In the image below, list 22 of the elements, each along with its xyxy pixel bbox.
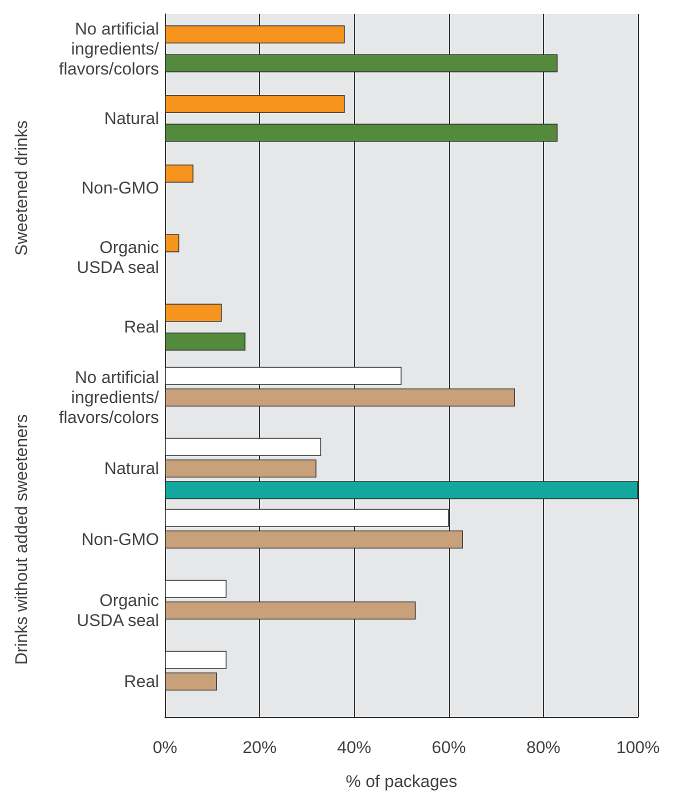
y-tick-label: Non-GMO: [82, 178, 159, 198]
y-axis-title: Drinks without added sweeteners: [12, 414, 31, 665]
y-tick-label: Real: [124, 672, 159, 691]
x-tick-label: 100%: [616, 738, 660, 757]
x-tick-label: 20%: [242, 738, 277, 757]
bar: [165, 580, 226, 598]
x-tick-label: 0%: [152, 738, 178, 757]
y-tick-label: Organic USDA seal: [76, 238, 160, 278]
y-tick-label: No artificial ingredients/flavors/colors: [58, 19, 160, 78]
y-tick-label: Non-GMO: [82, 530, 159, 549]
x-axis-title: % of packages: [346, 772, 458, 791]
bar: [165, 650, 226, 669]
bar: [165, 672, 218, 690]
y-tick-label: Real: [124, 318, 159, 337]
y-axis-title: Sweetened drinks: [12, 120, 31, 256]
y-tick-label: Natural: [104, 459, 159, 478]
x-tick-label: 40%: [337, 738, 372, 757]
y-tick-label: No artificial ingredients/flavors/colors: [58, 368, 160, 427]
x-tick-label: 60%: [432, 738, 466, 757]
x-tick-label: 80%: [526, 738, 560, 757]
y-tick-label: Natural: [104, 108, 159, 128]
y-tick-label: Organic USDA seal: [76, 591, 160, 630]
